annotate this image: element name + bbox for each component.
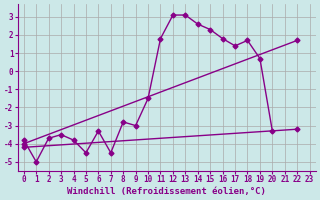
X-axis label: Windchill (Refroidissement éolien,°C): Windchill (Refroidissement éolien,°C) xyxy=(67,187,266,196)
